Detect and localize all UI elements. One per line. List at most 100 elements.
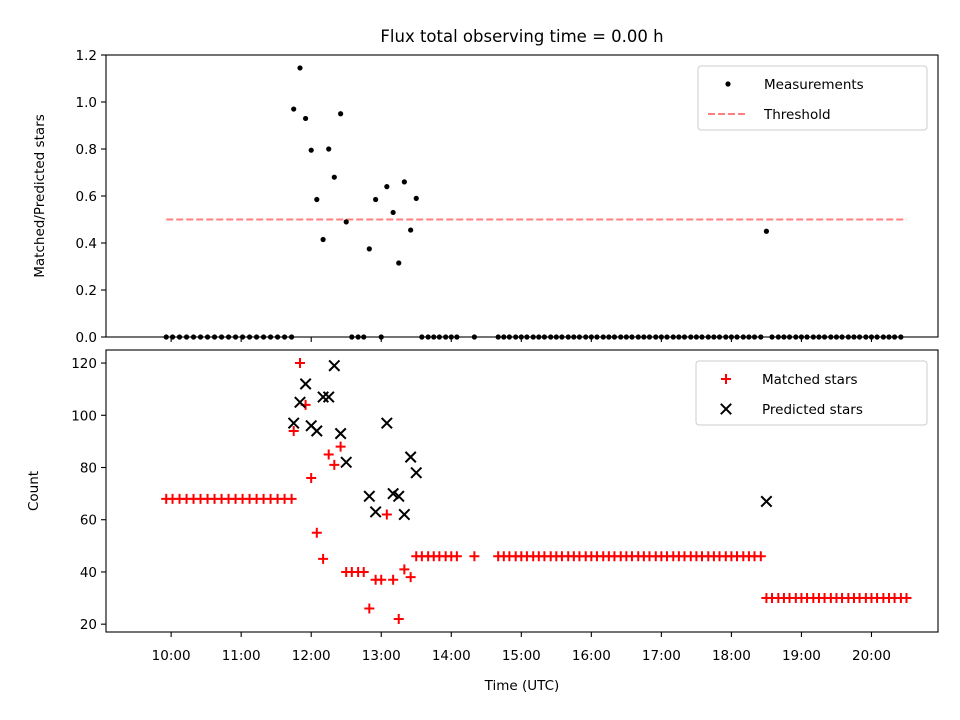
x-tick-label: 18:00 — [712, 648, 751, 664]
x-axis-label: Time (UTC) — [484, 678, 560, 694]
x-tick-label: 16:00 — [572, 648, 611, 664]
x-tick-label: 15:00 — [502, 648, 541, 664]
predicted-star-point — [322, 391, 335, 403]
matched-star-point — [329, 459, 340, 470]
y-tick-label: 0.8 — [76, 142, 97, 158]
measurement-point — [373, 196, 379, 203]
measurement-point — [396, 260, 402, 266]
predicted-star-point — [340, 456, 353, 469]
matched-star-point — [451, 551, 462, 562]
y-tick-label: 0.6 — [76, 189, 97, 205]
matched-star-point — [755, 551, 766, 562]
predicted-star-point — [287, 417, 300, 430]
matched-star-point — [469, 551, 480, 562]
y-axis-label: Count — [26, 471, 42, 511]
measurement-point — [331, 174, 337, 180]
legend-dot-icon — [725, 81, 731, 87]
matched-star-point — [399, 564, 410, 575]
measurement-point — [314, 196, 320, 203]
predicted-star-point — [328, 359, 341, 372]
predicted-star-point — [398, 508, 411, 521]
ratio-panel: 0.0 0.2 0.4 0.6 0.8 1.0 1.2 Matched/Predicted s… — [32, 48, 939, 346]
matched-star-point — [364, 603, 375, 614]
measurement-point — [343, 219, 349, 225]
measurement-point — [302, 115, 309, 122]
matched-star-point — [306, 472, 317, 483]
y-tick-label: 40 — [80, 565, 97, 581]
predicted-star-point — [363, 490, 376, 503]
measurement-point — [408, 227, 414, 233]
x-tick-label: 20:00 — [852, 648, 891, 664]
matched-star-point — [405, 572, 416, 583]
y-tick-label: 1.2 — [76, 48, 97, 64]
y-tick-label: 0.0 — [76, 330, 97, 346]
matched-star-point — [381, 509, 392, 520]
x-tick-label: 17:00 — [642, 648, 681, 664]
predicted-star-point — [310, 425, 323, 437]
predicted-star-point — [334, 427, 347, 440]
legend-label: Measurements — [764, 77, 864, 93]
measurement-point — [413, 195, 419, 201]
measurement-point — [320, 236, 326, 243]
measurement-point — [338, 111, 344, 117]
legend-plus-icon — [721, 374, 731, 384]
y-axis-label: Matched/Predicted stars — [32, 114, 48, 277]
matched-star-point — [388, 574, 399, 585]
predicted-star-point — [392, 490, 405, 503]
measurement-point — [291, 106, 297, 112]
predicted-star-point — [404, 451, 417, 463]
legend-x-icon — [720, 403, 732, 415]
measurement-point — [326, 146, 332, 152]
legend-label: Predicted stars — [762, 402, 863, 418]
legend-label: Threshold — [763, 107, 831, 123]
measurement-point — [390, 209, 396, 216]
x-tick-label: 12:00 — [292, 648, 331, 664]
y-tick-label: 0.2 — [76, 283, 97, 299]
predicted-star-point — [294, 396, 306, 409]
axes-frame — [105, 349, 939, 633]
x-tick-label: 11:00 — [222, 648, 261, 664]
legend-label: Matched stars — [762, 372, 858, 388]
predicted-star-point — [380, 417, 393, 430]
measurement-point — [763, 228, 770, 234]
matched-star-point — [393, 613, 404, 624]
matched-star-point — [376, 574, 387, 585]
matched-star-point — [311, 527, 322, 538]
y-tick-label: 0.4 — [76, 236, 97, 252]
x-tick-label: 13:00 — [362, 648, 401, 664]
matched-star-point — [335, 441, 346, 452]
predicted-star-point — [369, 505, 382, 518]
y-tick-label: 1.0 — [76, 95, 97, 111]
predicted-star-point — [410, 466, 423, 479]
legend-frame — [697, 65, 928, 131]
matched-star-point — [288, 425, 299, 436]
x-tick-label: 10:00 — [152, 648, 191, 664]
y-tick-label: 80 — [80, 461, 97, 477]
measurement-point — [308, 147, 314, 153]
y-tick-label: 20 — [80, 617, 97, 633]
predicted-star-point — [760, 495, 773, 508]
x-tick-label: 19:00 — [782, 648, 821, 664]
predicted-star-point — [299, 378, 312, 390]
legend-frame — [695, 360, 928, 426]
matched-star-point — [318, 553, 329, 564]
matched-star-point — [901, 593, 912, 604]
predicted-star-point — [317, 391, 330, 403]
legend: Measurements Threshold — [697, 65, 928, 131]
matched-star-point — [323, 449, 334, 460]
measurement-point — [401, 179, 407, 185]
legend: Matched stars Predicted stars — [695, 360, 928, 426]
measurement-point — [384, 184, 390, 190]
x-tick-label: 14:00 — [432, 648, 471, 664]
y-tick-label: 60 — [80, 513, 97, 529]
y-tick-label: 100 — [71, 408, 97, 424]
chart-title: Flux total observing time = 0.00 h — [380, 27, 663, 46]
count-panel: 20 40 60 80 100 120 10:00 11:00 12:00 13:00 14:00 1… — [26, 349, 939, 664]
measurement-point — [366, 246, 372, 252]
matched-star-point — [294, 358, 305, 369]
matched-star-point — [286, 493, 297, 504]
y-tick-label: 120 — [71, 356, 97, 372]
matched-star-point — [358, 566, 369, 577]
measurement-point — [297, 65, 303, 71]
